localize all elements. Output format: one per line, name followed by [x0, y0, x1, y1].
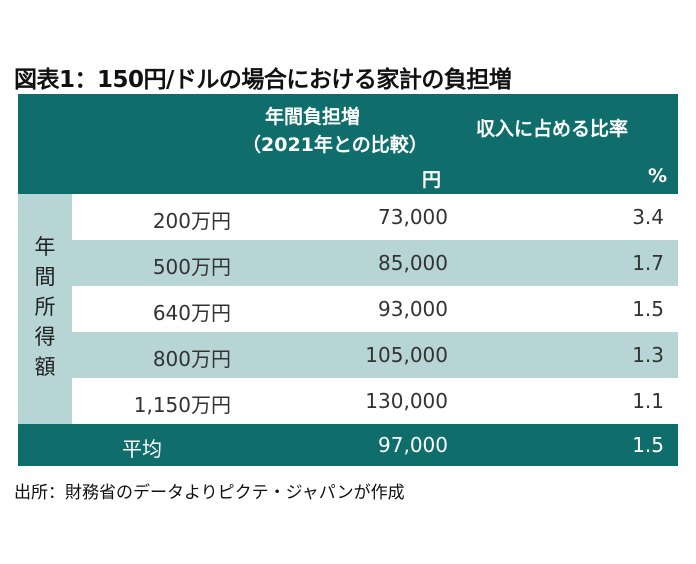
header-ratio-title: 収入に占める比率 [476, 118, 629, 140]
ratio-cell: 3.4 [632, 205, 664, 229]
burden-cell: 105,000 [365, 343, 448, 367]
burden-cell: 85,000 [378, 251, 448, 275]
table-header: 年間負担増 （2021年との比較） 円 収入に占める比率 % [18, 94, 678, 194]
side-label-char: 所 [34, 295, 56, 319]
header-burden-unit: 円 [422, 169, 442, 191]
table-row: 640万円 93,000 1.5 [72, 286, 678, 332]
figure-title: 図表1：150円/ドルの場合における家計の負担増 [14, 67, 512, 93]
header-ratio-unit: % [648, 165, 668, 187]
ratio-cell: 1.7 [632, 251, 664, 275]
income-cell: 200万円 [152, 209, 231, 233]
table-row: 500万円 85,000 1.7 [72, 240, 678, 286]
side-label-char: 得 [34, 325, 56, 349]
source-note: 出所：財務省のデータよりピクテ・ジャパンが作成 [14, 483, 405, 503]
income-cell: 800万円 [152, 347, 231, 371]
side-label-char: 年 [34, 235, 56, 259]
side-label-cell: 年 間 所 得 額 [18, 194, 72, 424]
burden-cell: 73,000 [378, 205, 448, 229]
income-cell: 1,150万円 [133, 393, 231, 417]
ratio-cell: 1.5 [632, 297, 664, 321]
burden-cell: 93,000 [378, 297, 448, 321]
ratio-cell: 1.3 [632, 343, 664, 367]
ratio-cell: 1.1 [632, 389, 664, 413]
side-label-char: 間 [34, 265, 56, 289]
average-row: 平均 97,000 1.5 [18, 424, 678, 466]
income-cell: 500万円 [152, 255, 231, 279]
table-row: 800万円 105,000 1.3 [72, 332, 678, 378]
average-ratio-cell: 1.5 [632, 433, 664, 457]
income-cell: 640万円 [152, 301, 231, 325]
average-label: 平均 [122, 437, 162, 461]
burden-table: 年間負担増 （2021年との比較） 円 収入に占める比率 % 年 間 所 得 額… [18, 94, 678, 466]
table-row: 1,150万円 130,000 1.1 [72, 378, 678, 424]
header-burden-title: 年間負担増 [265, 106, 361, 128]
side-label-char: 額 [34, 355, 56, 379]
table-row: 200万円 73,000 3.4 [72, 194, 678, 240]
side-label: 年 間 所 得 額 [31, 232, 59, 382]
average-burden-cell: 97,000 [378, 433, 448, 457]
burden-cell: 130,000 [365, 389, 448, 413]
header-burden-subtitle: （2021年との比較） [242, 134, 428, 156]
